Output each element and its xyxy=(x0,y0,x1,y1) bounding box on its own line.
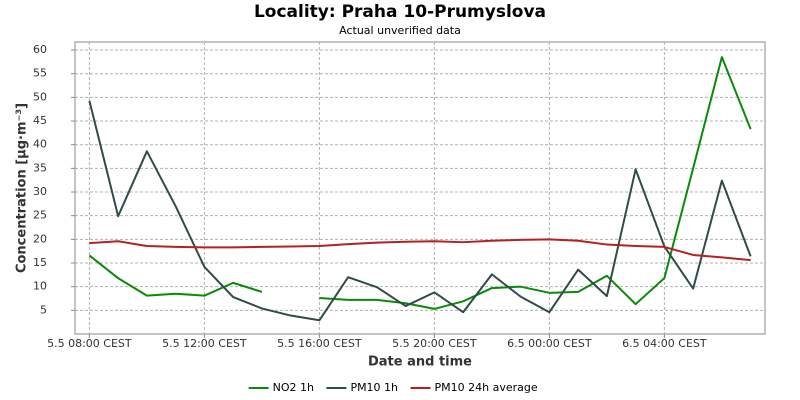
y-tick-label: 45 xyxy=(33,114,47,127)
y-tick-label: 35 xyxy=(33,161,47,174)
x-tick-label: 6.5 04:00 CEST xyxy=(622,337,707,350)
legend-label: PM10 24h average xyxy=(435,381,538,394)
y-tick-label: 55 xyxy=(33,67,47,80)
legend-label: NO2 1h xyxy=(273,381,314,394)
x-tick-label: 5.5 20:00 CEST xyxy=(392,337,477,350)
y-axis-label: Concentration [µg·m⁻³] xyxy=(15,103,30,273)
y-tick-label: 60 xyxy=(33,43,47,56)
x-tick-label: 5.5 12:00 CEST xyxy=(162,337,247,350)
x-tick-label: 5.5 16:00 CEST xyxy=(277,337,362,350)
y-tick-label: 30 xyxy=(33,185,47,198)
legend-label: PM10 1h xyxy=(350,381,398,394)
y-tick-label: 5 xyxy=(40,303,47,316)
plot-area xyxy=(74,41,766,335)
x-axis-label: Date and time xyxy=(368,355,472,370)
y-tick-label: 50 xyxy=(33,90,47,103)
series-line xyxy=(88,56,752,310)
series-line xyxy=(89,238,751,262)
y-tick-label: 15 xyxy=(33,256,47,269)
series-line xyxy=(88,100,752,322)
y-tick-label: 25 xyxy=(33,209,47,222)
x-tick-label: 5.5 08:00 CEST xyxy=(47,337,132,350)
y-tick-label: 40 xyxy=(33,138,47,151)
chart-subtitle: Actual unverified data xyxy=(339,24,461,37)
chart-title: Locality: Praha 10-Prumyslova xyxy=(254,2,546,22)
x-tick-label: 6.5 00:00 CEST xyxy=(507,337,592,350)
y-tick-label: 10 xyxy=(33,280,47,293)
y-tick-label: 20 xyxy=(33,232,47,245)
